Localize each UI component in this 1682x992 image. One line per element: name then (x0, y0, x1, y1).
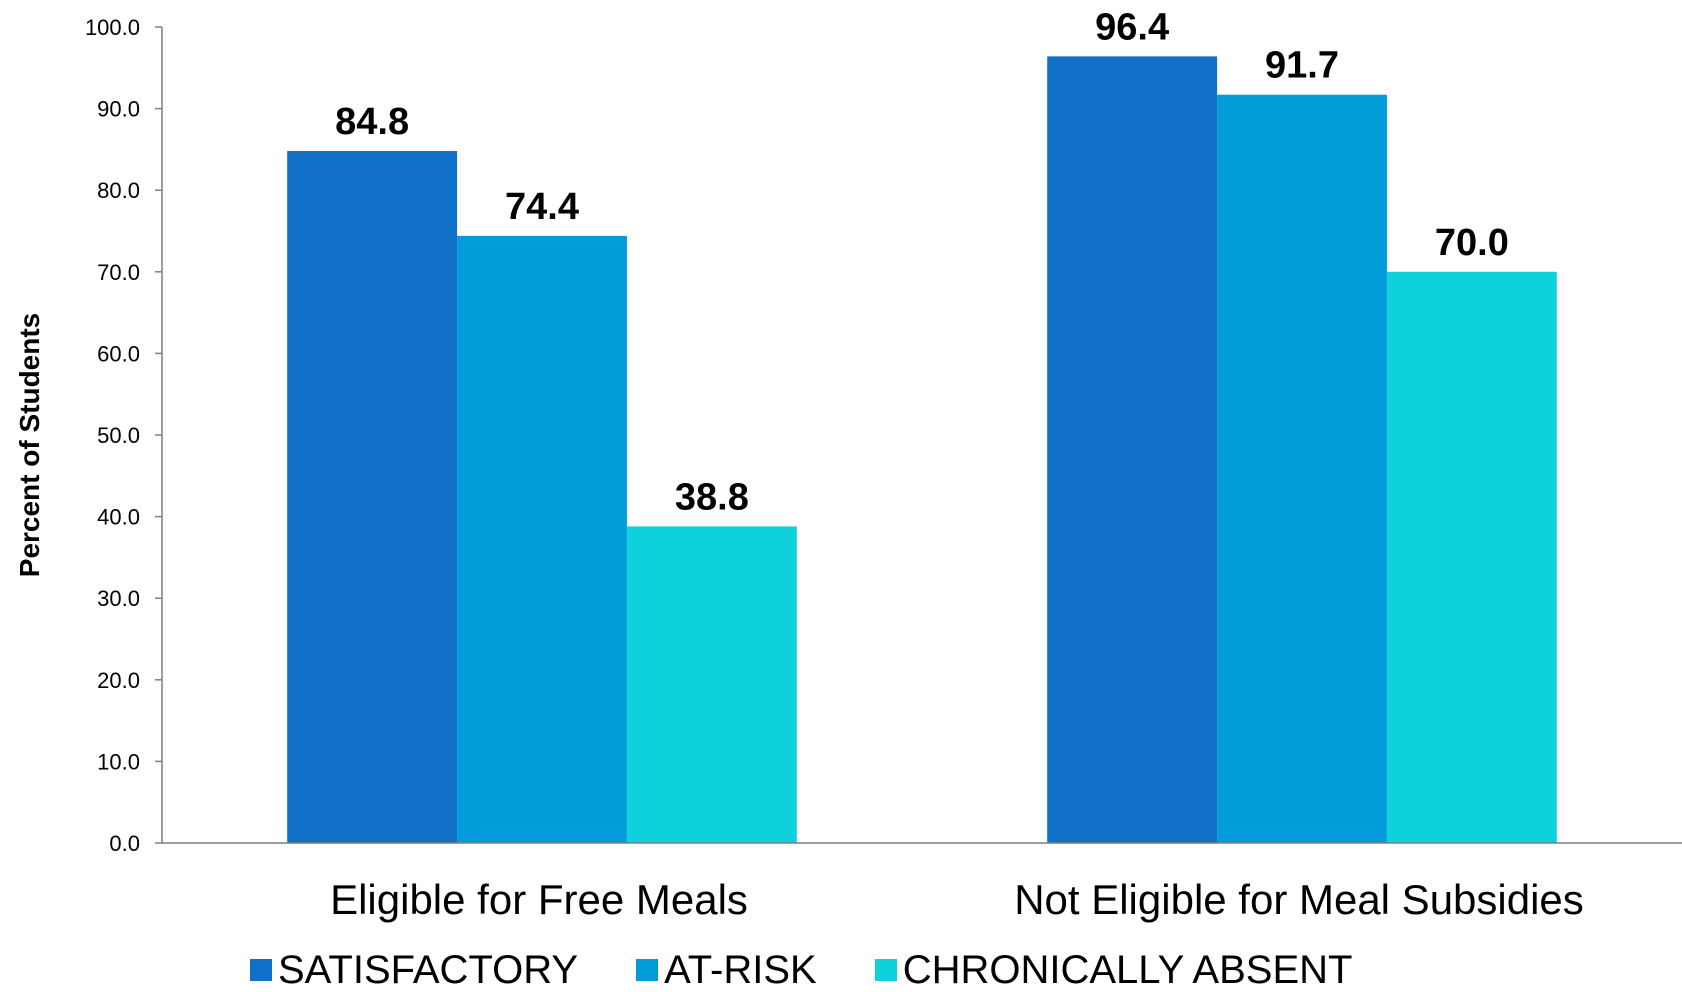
y-axis-label: Percent of Students (14, 313, 45, 577)
y-tick-label: 30.0 (97, 586, 140, 611)
data-label-chronically-absent-1: 38.8 (675, 476, 749, 518)
data-label-at-risk-2: 91.7 (1265, 45, 1339, 87)
bar-satisfactory-1 (287, 151, 458, 844)
bar-at-risk-1 (457, 235, 627, 843)
y-axis-ticks: 0.0 10.0 20.0 30.0 40.0 50.0 60.0 70.0 80.0 90.0 1… (85, 15, 162, 856)
bars (287, 56, 1557, 844)
y-tick-label: 0.0 (109, 831, 140, 856)
y-tick-label: 60.0 (97, 341, 140, 366)
bar-at-risk-2 (1217, 94, 1387, 843)
y-tick-label: 70.0 (97, 260, 140, 285)
data-label-at-risk-1: 74.4 (505, 186, 579, 228)
x-category-label: Not Eligible for Meal Subsidies (1014, 876, 1584, 923)
y-tick-label: 90.0 (97, 97, 140, 122)
bar-chronically-absent-2 (1386, 271, 1557, 843)
legend-label-at-risk: AT-RISK (664, 948, 817, 992)
y-tick-label: 100.0 (85, 15, 140, 40)
legend-item-chronically-absent: CHRONICALLY ABSENT (874, 948, 1353, 992)
bar-chronically-absent-1 (626, 526, 797, 843)
legend-swatch-satisfactory (250, 959, 272, 981)
y-tick-label: 10.0 (97, 749, 140, 774)
legend-label-satisfactory: SATISFACTORY (278, 948, 579, 992)
data-label-chronically-absent-2: 70.0 (1435, 222, 1509, 264)
legend-swatch-chronically-absent (874, 959, 897, 981)
y-tick-label: 50.0 (97, 423, 140, 448)
legend-item-satisfactory: SATISFACTORY (250, 950, 578, 990)
x-category-label: Eligible for Free Meals (330, 876, 748, 923)
legend-item-at-risk: AT-RISK (636, 950, 817, 990)
legend-label-chronically-absent: CHRONICALLY ABSENT (902, 948, 1353, 992)
bar-satisfactory-2 (1047, 56, 1218, 844)
x-axis-categories: Eligible for Free Meals Not Eligible for … (330, 876, 1584, 923)
y-tick-label: 80.0 (97, 178, 140, 203)
data-label-satisfactory-1: 84.8 (335, 101, 409, 143)
y-tick-label: 20.0 (97, 668, 140, 693)
y-tick-label: 40.0 (97, 505, 140, 530)
data-labels: 84.8 74.4 38.8 96.4 91.7 70.0 (335, 6, 1509, 518)
data-label-satisfactory-2: 96.4 (1095, 6, 1169, 48)
legend: SATISFACTORY AT-RISK CHRONICALLY ABSENT (250, 950, 1352, 990)
legend-swatch-at-risk (636, 959, 659, 981)
